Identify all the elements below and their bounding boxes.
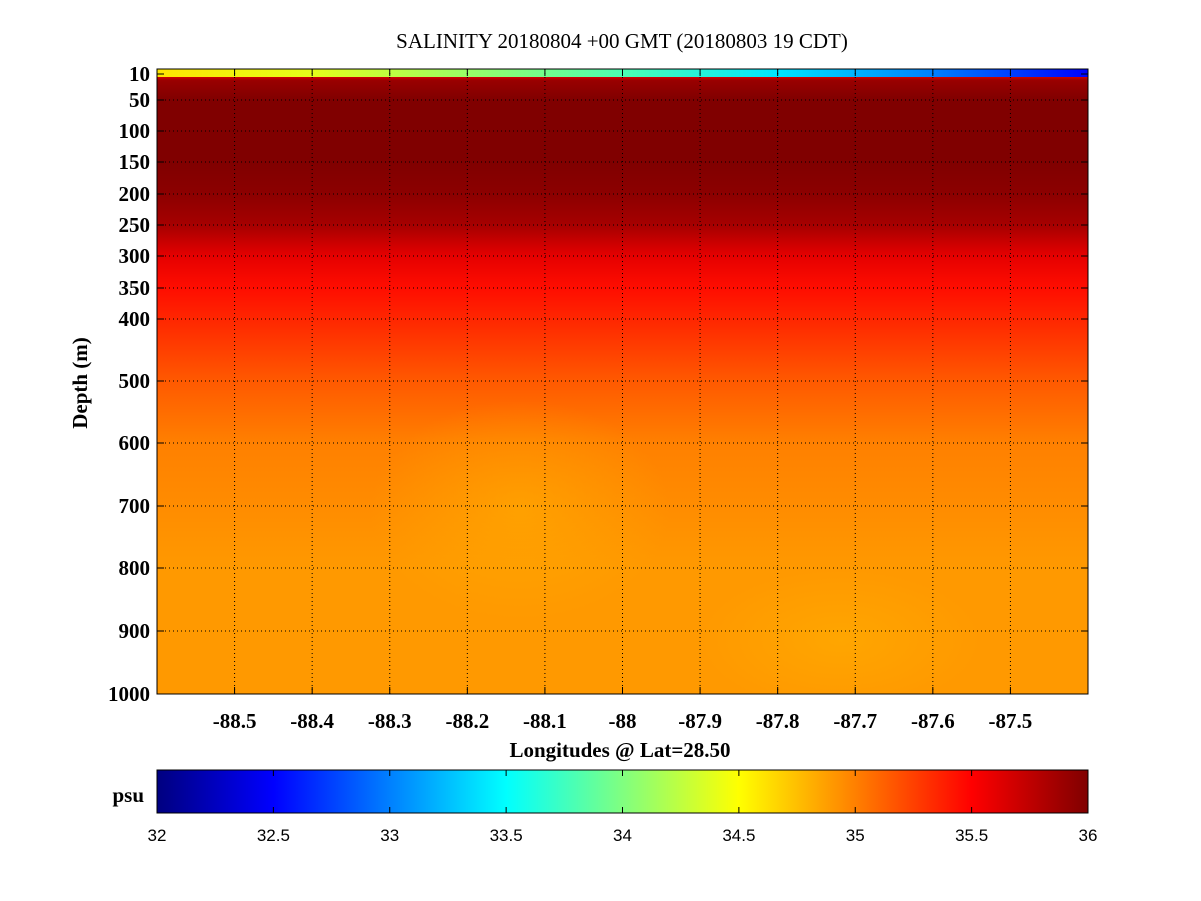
y-tick-label: 700 bbox=[119, 494, 151, 518]
chart-title: SALINITY 20180804 +00 GMT (20180803 19 C… bbox=[396, 29, 848, 53]
y-tick-label: 900 bbox=[119, 619, 151, 643]
y-tick-label: 400 bbox=[119, 307, 151, 331]
x-tick-label: -87.6 bbox=[911, 709, 955, 733]
colorbar-tick-label: 33 bbox=[380, 826, 399, 845]
colorbar-tick-label: 35.5 bbox=[955, 826, 988, 845]
y-tick-label: 350 bbox=[119, 276, 151, 300]
x-tick-label: -88.2 bbox=[445, 709, 489, 733]
colorbar-tick-label: 34 bbox=[613, 826, 632, 845]
x-tick-label: -87.8 bbox=[756, 709, 800, 733]
colorbar-tick-label: 33.5 bbox=[490, 826, 523, 845]
y-tick-label: 300 bbox=[119, 244, 151, 268]
y-tick-label: 1000 bbox=[108, 682, 150, 706]
gridlines bbox=[157, 69, 1088, 694]
colorbar-tick-label: 36 bbox=[1079, 826, 1098, 845]
light-eddy bbox=[370, 400, 670, 620]
y-axis-label: Depth (m) bbox=[68, 337, 92, 429]
colorbar-tick-label: 32.5 bbox=[257, 826, 290, 845]
x-tick-label: -88 bbox=[609, 709, 637, 733]
colorbar-tick-label: 32 bbox=[148, 826, 167, 845]
x-tick-label: -87.7 bbox=[833, 709, 877, 733]
x-tick-label: -87.5 bbox=[989, 709, 1033, 733]
colorbar-label: psu bbox=[112, 783, 144, 807]
x-tick-label: -88.4 bbox=[290, 709, 334, 733]
x-tick-label: -88.5 bbox=[213, 709, 257, 733]
y-tick-label: 500 bbox=[119, 369, 151, 393]
light-eddy bbox=[700, 570, 980, 694]
y-tick-label: 10 bbox=[129, 62, 150, 86]
x-tick-label: -87.9 bbox=[678, 709, 722, 733]
field-texture bbox=[370, 400, 980, 694]
y-tick-label: 50 bbox=[129, 88, 150, 112]
plot-area: -88.5 -88.4 -88.3 -88.2 -88.1 -88 -87.9 -87.8 -8… bbox=[108, 62, 1089, 733]
y-tick-label: 800 bbox=[119, 556, 151, 580]
y-tick-label: 600 bbox=[119, 431, 151, 455]
y-tick-label: 100 bbox=[119, 119, 151, 143]
colorbar-tick-label: 35 bbox=[846, 826, 865, 845]
y-tick-label: 250 bbox=[119, 213, 151, 237]
x-axis-label: Longitudes @ Lat=28.50 bbox=[509, 738, 730, 762]
x-axis: -88.5 -88.4 -88.3 -88.2 -88.1 -88 -87.9 -87.8 -8… bbox=[213, 69, 1033, 733]
colorbar-gradient bbox=[156, 769, 1089, 814]
colorbar-tick-label: 34.5 bbox=[722, 826, 755, 845]
y-tick-label: 150 bbox=[119, 150, 151, 174]
y-tick-label: 200 bbox=[119, 182, 151, 206]
x-tick-label: -88.1 bbox=[523, 709, 567, 733]
colorbar-ticks: 32 32.5 33 33.5 34 34.5 35 35.5 36 bbox=[148, 770, 1098, 845]
colorbar: psu 32 32.5 33 33.5 34 34.5 35 35.5 36 bbox=[112, 769, 1098, 845]
x-tick-label: -88.3 bbox=[368, 709, 412, 733]
